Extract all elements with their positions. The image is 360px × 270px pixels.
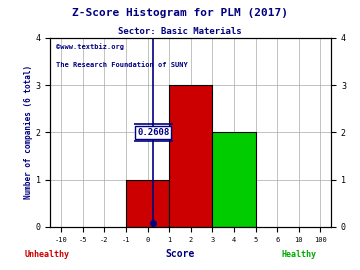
Text: Score: Score	[165, 249, 195, 259]
Text: Z-Score Histogram for PLM (2017): Z-Score Histogram for PLM (2017)	[72, 8, 288, 18]
Text: Unhealthy: Unhealthy	[24, 250, 69, 259]
Bar	[212, 132, 256, 227]
Bar	[169, 85, 212, 227]
Y-axis label: Number of companies (6 total): Number of companies (6 total)	[24, 65, 33, 199]
Text: Sector: Basic Materials: Sector: Basic Materials	[118, 27, 242, 36]
Text: 0.2608: 0.2608	[137, 128, 169, 137]
Text: Healthy: Healthy	[281, 250, 316, 259]
Bar	[126, 180, 169, 227]
Text: The Research Foundation of SUNY: The Research Foundation of SUNY	[56, 62, 188, 68]
Text: ©www.textbiz.org: ©www.textbiz.org	[56, 43, 124, 50]
